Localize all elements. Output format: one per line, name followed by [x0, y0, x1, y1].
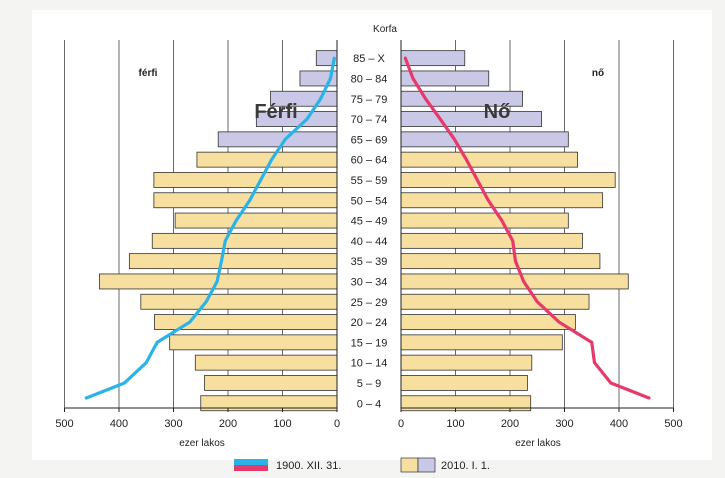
x-tick-label-left-0: 0 [334, 418, 340, 430]
bar-female-5 [400, 293, 590, 310]
bar-female-17 [400, 50, 466, 67]
bar-male-1 [204, 375, 338, 391]
age-group-label-16: 80 – 84 [351, 73, 388, 85]
age-label-bg-9 [338, 213, 400, 228]
bar-female-7 [400, 253, 601, 270]
bar-female-9 [400, 212, 569, 229]
x-tick-label-left-300: 300 [164, 418, 182, 430]
right-header: nő [592, 68, 604, 79]
bar-male-11 [153, 172, 338, 188]
age-group-label-8: 40 – 44 [351, 236, 388, 248]
labels-group: 500 400 300 200 100 0 0 100 200 300 400 500 0 – 4 5 –… [55, 51, 683, 430]
chart-title: Korfa [373, 24, 397, 35]
overlay-label-female: Nő [484, 101, 511, 123]
x-tick-label-left-100: 100 [273, 418, 291, 430]
legend-swatch-lavender [417, 457, 436, 473]
age-label-bg-12 [338, 152, 400, 167]
age-group-label-9: 45 – 49 [351, 216, 388, 228]
legend-swatch-yellow [400, 457, 419, 473]
age-group-label-7: 35 – 39 [351, 256, 388, 268]
age-label-bg-6 [338, 274, 400, 289]
age-label-bg-7 [338, 254, 400, 269]
age-label-bg-2 [338, 355, 400, 370]
age-group-label-10: 50 – 54 [351, 195, 388, 207]
age-label-bg-3 [338, 335, 400, 350]
bar-female-10 [400, 192, 604, 209]
bar-female-4 [400, 314, 576, 330]
age-group-label-17: 85 – X [353, 53, 385, 65]
x-axis-label-right: ezer lakos [515, 438, 561, 449]
legend-label-1900: 1900. XII. 31. [276, 460, 341, 472]
x-tick-label-right-100: 100 [446, 418, 464, 430]
age-label-bg-1 [338, 375, 400, 390]
age-group-label-3: 15 – 19 [351, 337, 388, 349]
x-tick-label-right-400: 400 [610, 418, 628, 430]
age-label-bg-11 [338, 172, 400, 187]
axes-group [64, 40, 674, 412]
bar-male-2 [194, 354, 338, 371]
bar-female-13 [400, 131, 569, 148]
overlay-label-male: Férfi [254, 101, 297, 123]
legend-swatch-female-line [234, 465, 268, 471]
age-group-label-4: 20 – 24 [351, 317, 388, 329]
bar-male-5 [140, 293, 338, 310]
age-group-label-14: 70 – 74 [351, 114, 388, 126]
bar-female-8 [400, 232, 583, 249]
bar-female-3 [400, 334, 563, 351]
bar-male-9 [174, 212, 338, 229]
x-tick-label-left-500: 500 [55, 418, 73, 430]
legend-swatch-male-line [234, 459, 268, 465]
bar-female-6 [400, 273, 629, 290]
age-group-label-6: 30 – 34 [351, 276, 388, 288]
left-header: férfi [139, 68, 158, 79]
bar-male-8 [151, 232, 338, 249]
x-axis-label-left: ezer lakos [179, 438, 225, 449]
age-label-bg-15 [338, 91, 400, 106]
age-group-label-11: 55 – 59 [351, 175, 388, 187]
x-tick-label-right-200: 200 [501, 418, 519, 430]
lines-group [84, 56, 651, 400]
age-group-label-0: 0 – 4 [357, 398, 381, 410]
age-group-label-13: 65 – 69 [351, 134, 388, 146]
bars-group [98, 50, 629, 412]
age-label-bg-13 [338, 132, 400, 147]
x-tick-label-right-300: 300 [555, 418, 573, 430]
bar-female-14 [400, 111, 543, 127]
age-group-label-12: 60 – 64 [351, 155, 388, 167]
x-tick-label-left-400: 400 [110, 418, 128, 430]
legend-label-2010: 2010. I. 1. [441, 460, 490, 472]
age-group-label-5: 25 – 29 [351, 297, 388, 309]
age-group-label-2: 10 – 14 [351, 358, 388, 370]
line-1900-male [84, 56, 336, 400]
bar-female-12 [400, 151, 578, 168]
age-label-bg-8 [338, 233, 400, 248]
x-tick-label-left-200: 200 [219, 418, 237, 430]
age-group-label-1: 5 – 9 [357, 378, 381, 390]
bar-female-1 [400, 375, 528, 391]
age-label-bg-0 [338, 396, 400, 411]
age-label-bg-17 [338, 51, 400, 66]
age-label-bg-4 [338, 315, 400, 330]
line-1900-female [403, 56, 651, 400]
legend: 1900. XII. 31. 2010. I. 1. [234, 457, 490, 473]
age-label-bg-14 [338, 112, 400, 127]
age-label-bg-5 [338, 294, 400, 309]
bar-female-11 [400, 172, 616, 188]
x-tick-label-right-500: 500 [664, 418, 682, 430]
age-group-label-15: 75 – 79 [351, 94, 388, 106]
bar-male-3 [169, 334, 338, 351]
age-label-bg-16 [338, 71, 400, 86]
age-label-bg-10 [338, 193, 400, 208]
bar-male-13 [217, 131, 338, 148]
bar-female-2 [400, 354, 533, 371]
x-tick-label-right-0: 0 [398, 418, 404, 430]
bar-male-7 [128, 253, 338, 270]
